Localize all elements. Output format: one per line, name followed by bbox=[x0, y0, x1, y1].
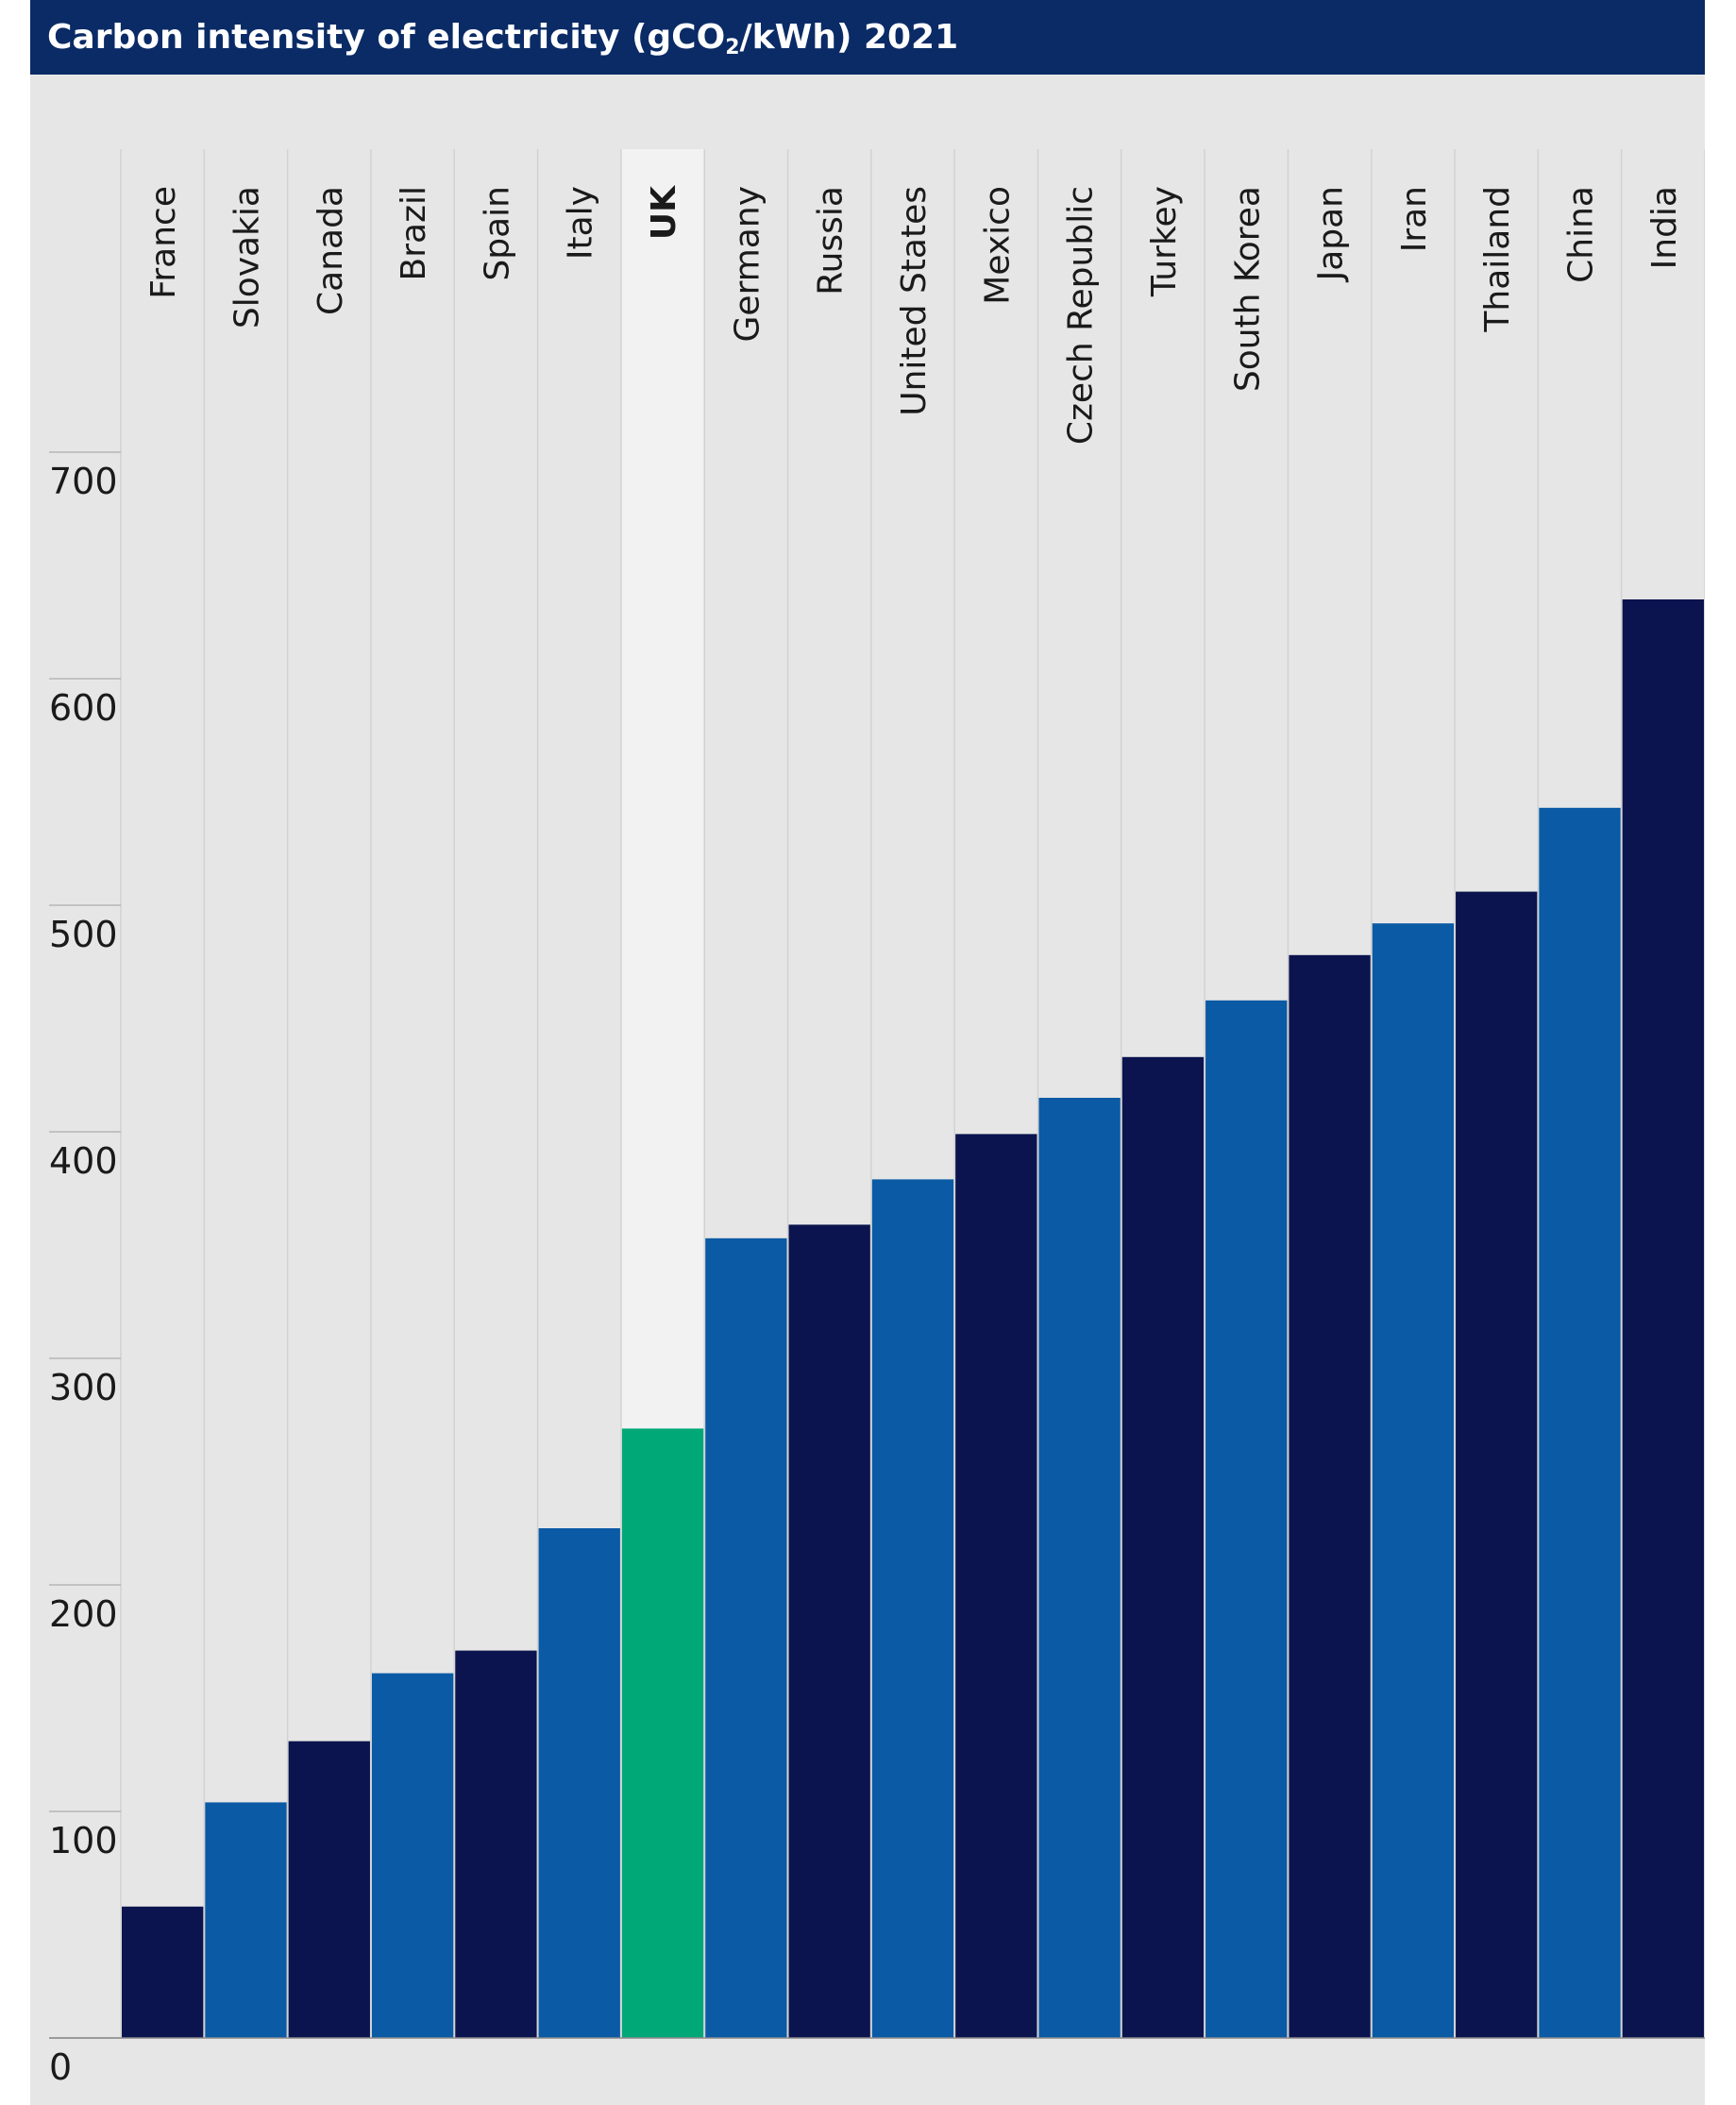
y-tick-label: 200 bbox=[49, 1593, 118, 1635]
category-label-turkey: Turkey bbox=[1145, 186, 1184, 297]
category-label-germany: Germany bbox=[728, 186, 767, 342]
bar-germany bbox=[705, 1238, 787, 2038]
y-tick-label: 700 bbox=[49, 461, 118, 502]
bar-russia bbox=[788, 1224, 870, 2038]
y-tick-label: 0 bbox=[49, 2046, 72, 2088]
category-label-czech-republic: Czech Republic bbox=[1062, 186, 1101, 445]
category-label-italy: Italy bbox=[562, 186, 600, 260]
category-label-france: France bbox=[144, 186, 183, 299]
category-label-brazil: Brazil bbox=[395, 186, 433, 280]
y-tick-label: 600 bbox=[49, 687, 118, 729]
bar-italy bbox=[538, 1528, 620, 2038]
category-label-canada: Canada bbox=[312, 186, 350, 315]
y-tick-label: 100 bbox=[49, 1820, 118, 1861]
bar-united-states bbox=[871, 1179, 954, 2038]
category-label-thailand: Thailand bbox=[1478, 186, 1517, 333]
chart-title: Carbon intensity of electricity (gCO2/kW… bbox=[30, 0, 1705, 75]
bar-india bbox=[1622, 599, 1704, 2038]
bar-japan bbox=[1289, 954, 1371, 2038]
chart-panel: 0 100 200 300 400 500 600 700 France Slovakia Cana… bbox=[30, 75, 1705, 2105]
bar-china bbox=[1539, 807, 1621, 2038]
bar-turkey bbox=[1121, 1056, 1205, 2038]
bar-uk bbox=[621, 1428, 704, 2038]
category-label-mexico: Mexico bbox=[978, 186, 1017, 305]
bar-slovakia bbox=[205, 1802, 287, 2038]
bar-mexico bbox=[955, 1134, 1037, 2038]
y-tick-label: 500 bbox=[49, 914, 118, 955]
category-label-japan: Japan bbox=[1312, 186, 1351, 282]
bar-brazil bbox=[371, 1673, 454, 2038]
y-tick-label: 400 bbox=[49, 1140, 118, 1182]
category-label-spain: Spain bbox=[478, 186, 516, 281]
bar-chart: 0 100 200 300 400 500 600 700 France Slovakia Cana… bbox=[49, 149, 1705, 2088]
category-label-india: India bbox=[1645, 186, 1684, 269]
chart-title-suffix: /kWh) 2021 bbox=[739, 18, 959, 57]
category-label-iran: Iran bbox=[1395, 186, 1434, 252]
category-label-united-states: United States bbox=[895, 186, 934, 416]
bar-canada bbox=[288, 1741, 370, 2038]
chart-title-subscript: 2 bbox=[725, 36, 740, 59]
bar-spain bbox=[455, 1650, 537, 2038]
y-tick-label: 300 bbox=[49, 1367, 118, 1408]
category-label-slovakia: Slovakia bbox=[228, 186, 266, 328]
category-label-china: China bbox=[1562, 186, 1601, 283]
bar-iran bbox=[1372, 923, 1455, 2039]
bar-thailand bbox=[1456, 891, 1538, 2038]
bar-south-korea bbox=[1205, 1000, 1288, 2038]
chart-title-prefix: Carbon intensity of electricity (gCO bbox=[47, 18, 726, 57]
category-label-russia: Russia bbox=[812, 186, 851, 295]
bar-czech-republic bbox=[1038, 1098, 1121, 2038]
category-label-south-korea: South Korea bbox=[1228, 186, 1267, 392]
category-label-uk: UK bbox=[645, 185, 683, 240]
bar-france bbox=[122, 1906, 204, 2038]
